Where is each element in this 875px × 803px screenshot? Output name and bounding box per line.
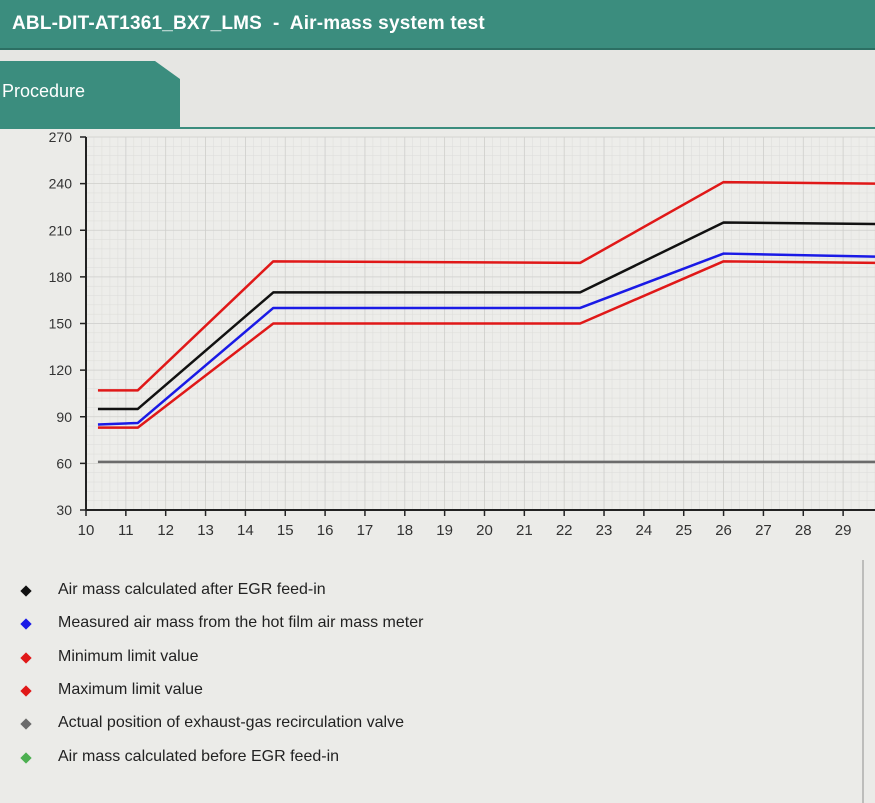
- x-tick-label: 16: [317, 522, 334, 539]
- y-tick-label: 210: [49, 222, 73, 238]
- x-tick-label: 15: [277, 522, 294, 539]
- window-title-bar: ABL-DIT-AT1361_BX7_LMS - Air-mass system…: [0, 0, 875, 50]
- x-tick-label: 12: [157, 522, 174, 539]
- x-tick-label: 29: [835, 522, 852, 539]
- x-tick-label: 19: [436, 522, 453, 539]
- y-tick-label: 270: [49, 129, 73, 145]
- x-tick-label: 23: [596, 522, 613, 539]
- x-tick-label: 11: [118, 522, 134, 539]
- y-tick-label: 240: [49, 176, 73, 192]
- x-tick-label: 13: [197, 522, 214, 539]
- line-chart: 30 60 90 120 150 180 210 240 270 10 11 12 13 14 15 16 17…: [49, 129, 875, 539]
- x-tick-label: 21: [516, 522, 533, 539]
- legend-label: Minimum limit value: [58, 647, 199, 665]
- y-tick-label: 120: [49, 362, 73, 378]
- x-tick-label: 18: [396, 522, 413, 539]
- series-line-4: [97, 180, 875, 392]
- tab-strip: Procedure: [0, 50, 875, 129]
- series-line-1: [97, 221, 875, 411]
- y-tick-label: 180: [49, 269, 73, 285]
- y-tick-label: 150: [49, 316, 73, 332]
- x-tick-label: 25: [675, 522, 692, 539]
- legend-label: Air mass calculated after EGR feed-in: [58, 581, 326, 598]
- x-tick-label: 24: [636, 522, 653, 539]
- window-title: ABL-DIT-AT1361_BX7_LMS - Air-mass system…: [12, 13, 485, 34]
- tab-procedure[interactable]: Procedure: [0, 61, 180, 127]
- x-tick-label: 22: [556, 522, 573, 539]
- y-tick-label: 30: [56, 502, 72, 518]
- tab-procedure-label: Procedure: [2, 81, 86, 101]
- x-tick-label: 17: [357, 522, 374, 539]
- x-tick-label: 26: [715, 522, 732, 539]
- x-tick-label: 10: [78, 522, 95, 539]
- x-tick-label: 27: [755, 522, 772, 539]
- chart-panel: 30 60 90 120 150 180 210 240 270 10 11 12 13 14 15 16 17…: [0, 129, 875, 803]
- y-tick-label: 60: [56, 455, 72, 471]
- legend-label: Actual position of exhaust-gas recircula…: [58, 714, 404, 732]
- series-line-2: [97, 252, 875, 426]
- panel-divider: [862, 560, 875, 803]
- x-tick-label: 28: [795, 522, 812, 539]
- x-tick-label: 14: [237, 522, 254, 539]
- y-tick-label: 90: [56, 409, 72, 425]
- x-tick-label: 20: [476, 522, 493, 539]
- series-line-3: [97, 260, 875, 429]
- legend-label: Maximum limit value: [58, 680, 203, 698]
- legend-label: Measured air mass from the hot film air …: [58, 614, 424, 632]
- legend-label: Air mass calculated before EGR feed-in: [58, 747, 340, 765]
